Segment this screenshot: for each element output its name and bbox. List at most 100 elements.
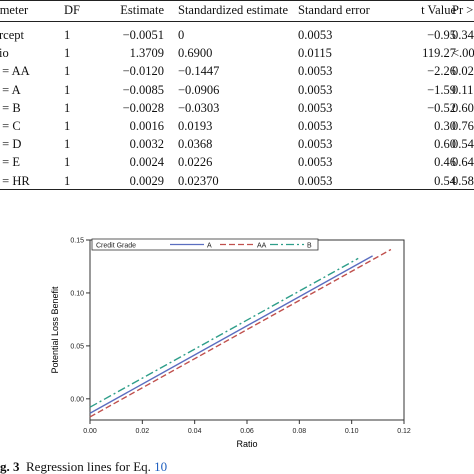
estimate-cell: 0.0016 xyxy=(129,119,164,133)
estimate-cell: −0.0120 xyxy=(122,64,164,79)
series-line-aa xyxy=(89,248,392,418)
standardized-estimate-cell: −0.1447 xyxy=(178,64,220,79)
standard-error-cell: 0.0053 xyxy=(298,119,333,133)
parameter-cell: G = HR xyxy=(0,173,30,188)
x-tick-label: 0.12 xyxy=(397,428,411,435)
df-cell: 1 xyxy=(64,82,71,97)
standardized-estimate-cell: 0.0193 xyxy=(178,119,213,133)
standard-error-cell: 0.0053 xyxy=(298,155,333,170)
parameter-cell: G = D xyxy=(0,137,22,152)
figure-label: g. 3 xyxy=(0,459,20,474)
series-line-a xyxy=(89,255,373,414)
x-tick-label: 0.00 xyxy=(83,428,97,435)
standardized-estimate-cell: −0.0906 xyxy=(178,82,220,97)
x-tick-label: 0.02 xyxy=(136,428,150,435)
legend-box xyxy=(91,238,319,251)
parameter-cell: G = E xyxy=(0,155,20,170)
y-axis-label: Potential Loss Benefit xyxy=(50,286,60,374)
standardized-estimate-cell: 0 xyxy=(178,28,185,42)
standard-error-cell: 0.0115 xyxy=(298,46,332,61)
header-df: DF xyxy=(64,3,80,17)
pr-cell: 0.60 xyxy=(452,100,474,115)
header-standard-error: Standard error xyxy=(298,3,370,17)
standard-error-cell: 0.0053 xyxy=(298,173,333,188)
t-value-cell: 0.60 xyxy=(434,137,456,152)
pr-cell: <.00 xyxy=(452,46,474,61)
legend-label-a: A xyxy=(207,243,212,250)
t-value-cell: 0.54 xyxy=(434,173,456,188)
standard-error-cell: 0.0053 xyxy=(298,28,333,42)
y-tick-label: 0.00 xyxy=(70,396,84,403)
x-tick-label: 0.06 xyxy=(240,428,254,435)
equation-link[interactable]: 10 xyxy=(154,459,168,474)
parameter-cell: tercept xyxy=(0,28,25,42)
standardized-estimate-cell: 0.0226 xyxy=(178,155,213,170)
legend-label-b: B xyxy=(307,243,312,250)
standardized-estimate-cell: 0.6900 xyxy=(178,46,213,61)
df-cell: 1 xyxy=(64,28,71,42)
axes: 0.00 0.02 0.04 0.06 0.08 0.10 0.12 0.00 0.05 0.10… xyxy=(70,238,411,436)
regression-chart: 0.00 0.02 0.04 0.06 0.08 0.10 0.12 0.00 0.05 0.10… xyxy=(50,238,411,450)
y-tick-label: 0.15 xyxy=(70,238,84,245)
pr-cell: 0.76 xyxy=(452,119,474,133)
x-tick-label: 0.08 xyxy=(293,428,307,435)
y-tick-label: 0.10 xyxy=(70,290,84,297)
header-standardized-estimate: Standardized estimate xyxy=(178,3,289,17)
table-top-rule xyxy=(0,0,474,1)
standard-error-cell: 0.0053 xyxy=(298,137,333,152)
legend-title: Credit Grade xyxy=(96,243,136,250)
estimate-cell: 0.0029 xyxy=(129,173,164,188)
df-cell: 1 xyxy=(64,155,71,170)
parameter-cell: G = AA xyxy=(0,64,30,79)
pr-cell: 0.11 xyxy=(452,82,474,97)
y-tick-label: 0.05 xyxy=(70,343,84,350)
pr-cell: 0.02 xyxy=(452,64,474,79)
df-cell: 1 xyxy=(64,100,71,115)
x-axis-label: Ratio xyxy=(236,439,257,449)
table-header-rule xyxy=(0,21,474,22)
estimate-cell: −0.0051 xyxy=(122,28,164,42)
coefficient-table: rameter DF Estimate Standardized estimate St… xyxy=(0,0,474,190)
estimate-cell: −0.0085 xyxy=(122,82,164,97)
estimate-cell: −0.0028 xyxy=(122,100,164,115)
t-value-cell: 0.30 xyxy=(434,119,456,133)
pr-cell: 0.64 xyxy=(452,155,474,170)
header-pr: Pr > xyxy=(452,3,474,17)
legend-label-aa: AA xyxy=(257,243,267,250)
plot-frame xyxy=(89,239,405,421)
parameter-cell: G = A xyxy=(0,82,21,97)
parameter-cell: atio xyxy=(0,46,9,61)
t-value-cell: 119.27 xyxy=(422,46,456,61)
regression-figure: 0.00 0.02 0.04 0.06 0.08 0.10 0.12 0.00 0.05 0.10… xyxy=(0,230,474,463)
series-lines xyxy=(89,248,392,418)
estimate-cell: 0.0032 xyxy=(129,137,164,152)
pr-cell: 0.54 xyxy=(452,137,474,152)
table-bottom-rule xyxy=(0,189,474,190)
standardized-estimate-cell: 0.0368 xyxy=(178,137,213,152)
header-estimate: Estimate xyxy=(120,3,164,17)
t-value-cell: −2.26 xyxy=(427,64,456,79)
standardized-estimate-cell: 0.02370 xyxy=(178,173,219,188)
x-tick-label: 0.04 xyxy=(188,428,202,435)
parameter-cell: G = C xyxy=(0,119,21,133)
df-cell: 1 xyxy=(64,173,71,188)
header-parameter: rameter xyxy=(0,3,29,17)
estimate-cell: 0.0024 xyxy=(129,155,164,170)
legend: Credit Grade A AA B xyxy=(91,238,319,251)
x-tick-label: 0.10 xyxy=(345,428,359,435)
pr-cell: 0.34 xyxy=(452,28,474,42)
standard-error-cell: 0.0053 xyxy=(298,64,333,79)
figure-caption: g. 3 Regression lines for Eq. 10 xyxy=(0,460,167,474)
parameter-cell: G = B xyxy=(0,100,21,115)
standard-error-cell: 0.0053 xyxy=(298,100,333,115)
df-cell: 1 xyxy=(64,119,71,133)
pr-cell: 0.58 xyxy=(452,173,474,188)
series-line-b xyxy=(89,257,359,408)
df-cell: 1 xyxy=(64,46,71,61)
caption-text: Regression lines for Eq. xyxy=(26,459,151,474)
standardized-estimate-cell: −0.0303 xyxy=(178,100,220,115)
t-value-cell: −1.59 xyxy=(427,82,456,97)
estimate-cell: 1.3709 xyxy=(129,46,164,61)
t-value-cell: 0.46 xyxy=(434,155,456,170)
df-cell: 1 xyxy=(64,137,71,152)
